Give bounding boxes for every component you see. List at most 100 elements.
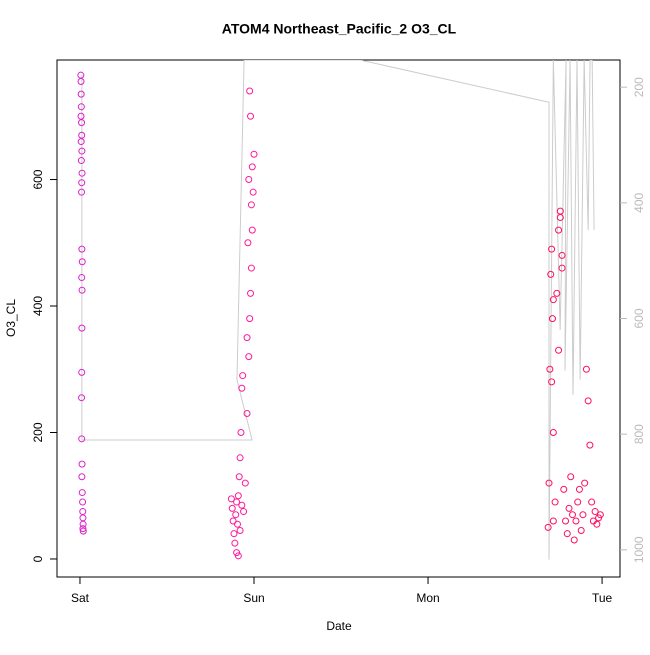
data-point	[555, 346, 563, 354]
data-point	[79, 527, 87, 535]
data-point	[248, 163, 256, 171]
data-point	[78, 368, 86, 376]
y-tick-label: 200	[31, 422, 45, 442]
data-point	[77, 78, 85, 86]
data-point	[247, 289, 255, 297]
data-point	[234, 552, 242, 560]
data-point	[78, 394, 86, 402]
data-point	[249, 188, 257, 196]
data-point	[247, 264, 255, 272]
x-tick-label: Sat	[71, 591, 90, 605]
data-point	[586, 441, 594, 449]
data-point	[232, 511, 240, 519]
data-point	[239, 372, 247, 380]
plot-area	[77, 60, 604, 560]
data-point	[78, 147, 86, 155]
data-point	[560, 485, 568, 493]
data-point	[556, 213, 564, 221]
data-point	[584, 397, 592, 405]
data-point	[245, 353, 253, 361]
data-point	[546, 365, 554, 373]
data-point	[77, 71, 85, 79]
y2-tick-label: 600	[632, 308, 646, 328]
y2-tick-label: 1000	[632, 536, 646, 563]
data-point	[234, 492, 242, 500]
data-point	[78, 169, 86, 177]
data-point	[548, 245, 556, 253]
data-point	[544, 523, 552, 531]
data-point	[549, 296, 557, 304]
data-point	[238, 501, 246, 509]
data-point	[77, 112, 85, 120]
y2-tick-label: 400	[632, 193, 646, 213]
data-point	[78, 473, 86, 481]
y-tick-label: 600	[31, 169, 45, 189]
data-point	[77, 157, 85, 165]
data-point	[577, 527, 585, 535]
data-point	[248, 226, 256, 234]
data-point	[78, 179, 86, 187]
data-point	[246, 87, 254, 95]
x-tick-label: Tue	[592, 591, 613, 605]
data-point	[77, 138, 85, 146]
data-point	[78, 188, 86, 196]
data-point	[596, 511, 604, 519]
data-point	[243, 334, 251, 342]
data-point	[563, 530, 571, 538]
data-point	[565, 504, 573, 512]
data-point	[247, 201, 255, 209]
data-point	[78, 286, 86, 294]
data-point	[579, 511, 587, 519]
data-point	[235, 473, 243, 481]
data-point	[78, 460, 86, 468]
data-point	[250, 150, 258, 158]
data-point	[227, 495, 235, 503]
data-point	[238, 384, 246, 392]
data-point	[549, 517, 557, 525]
data-point	[78, 435, 86, 443]
pressure-line	[81, 60, 595, 560]
data-point	[79, 508, 87, 516]
data-point	[78, 489, 86, 497]
data-point	[78, 324, 86, 332]
data-point	[562, 517, 570, 525]
data-point	[567, 473, 575, 481]
data-point	[591, 508, 599, 516]
data-point	[243, 410, 251, 418]
data-point	[555, 226, 563, 234]
data-point	[545, 479, 553, 487]
data-point	[553, 289, 561, 297]
data-point	[236, 527, 244, 535]
data-point	[547, 270, 555, 278]
data-point	[78, 245, 86, 253]
data-point	[247, 112, 255, 120]
data-point	[245, 176, 253, 184]
data-point	[79, 514, 87, 522]
data-point	[78, 258, 86, 266]
data-point	[79, 520, 87, 528]
data-point	[231, 539, 239, 547]
data-point	[558, 264, 566, 272]
data-point	[572, 517, 580, 525]
data-point	[78, 274, 86, 282]
data-point	[558, 251, 566, 259]
y-axis-label: O3_CL	[4, 299, 18, 337]
y2-tick-label: 800	[632, 424, 646, 444]
data-point	[79, 525, 87, 533]
x-tick-label: Mon	[416, 591, 439, 605]
data-point	[230, 530, 238, 538]
data-point	[79, 498, 87, 506]
data-point	[548, 315, 556, 323]
x-tick-label: Sun	[243, 591, 264, 605]
y2-tick-label: 200	[632, 77, 646, 97]
data-point	[551, 498, 559, 506]
data-point	[582, 365, 590, 373]
data-point	[228, 504, 236, 512]
data-point	[588, 498, 596, 506]
data-point	[244, 239, 252, 247]
data-point	[229, 517, 237, 525]
y-tick-label: 400	[31, 296, 45, 316]
data-point	[549, 428, 557, 436]
